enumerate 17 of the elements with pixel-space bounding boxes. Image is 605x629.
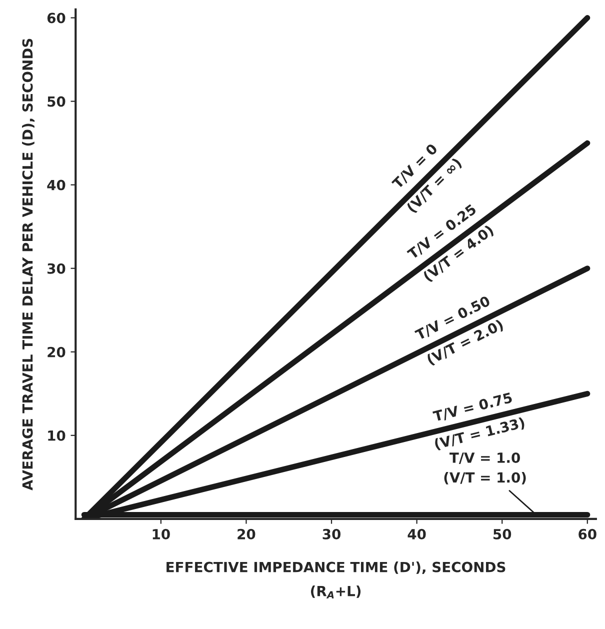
x-tick-label: 30 — [322, 528, 341, 540]
annotation: T/V = 1.0 (V/T = 1.0) — [444, 452, 526, 484]
x-tick-label: 20 — [238, 528, 256, 540]
y-tick-label: 20 — [48, 346, 66, 358]
annotation: T/V = 0.75 (V/T = 1.33) — [432, 392, 526, 451]
annotation: T/V = 0.50 (V/T = 2.0) — [414, 295, 505, 366]
y-tick-label: 60 — [47, 12, 66, 24]
y-tick-label: 30 — [48, 263, 66, 274]
x-tick-label: 40 — [408, 528, 426, 540]
x-tick-label: 50 — [494, 528, 512, 540]
y-tick-label: 10 — [48, 430, 66, 441]
y-axis-title: AVERAGE TRAVEL TIME DELAY PER VEHICLE (D), SECONDS — [22, 38, 35, 490]
x-axis-title: EFFECTIVE IMPEDANCE TIME (D'), SECONDS (R$_{A}$+L) — [166, 562, 506, 598]
y-tick-label: 50 — [48, 96, 66, 107]
x-tick-label: 60 — [578, 528, 596, 540]
x-tick-label: 10 — [152, 528, 170, 540]
y-tick-label: 40 — [47, 180, 66, 190]
